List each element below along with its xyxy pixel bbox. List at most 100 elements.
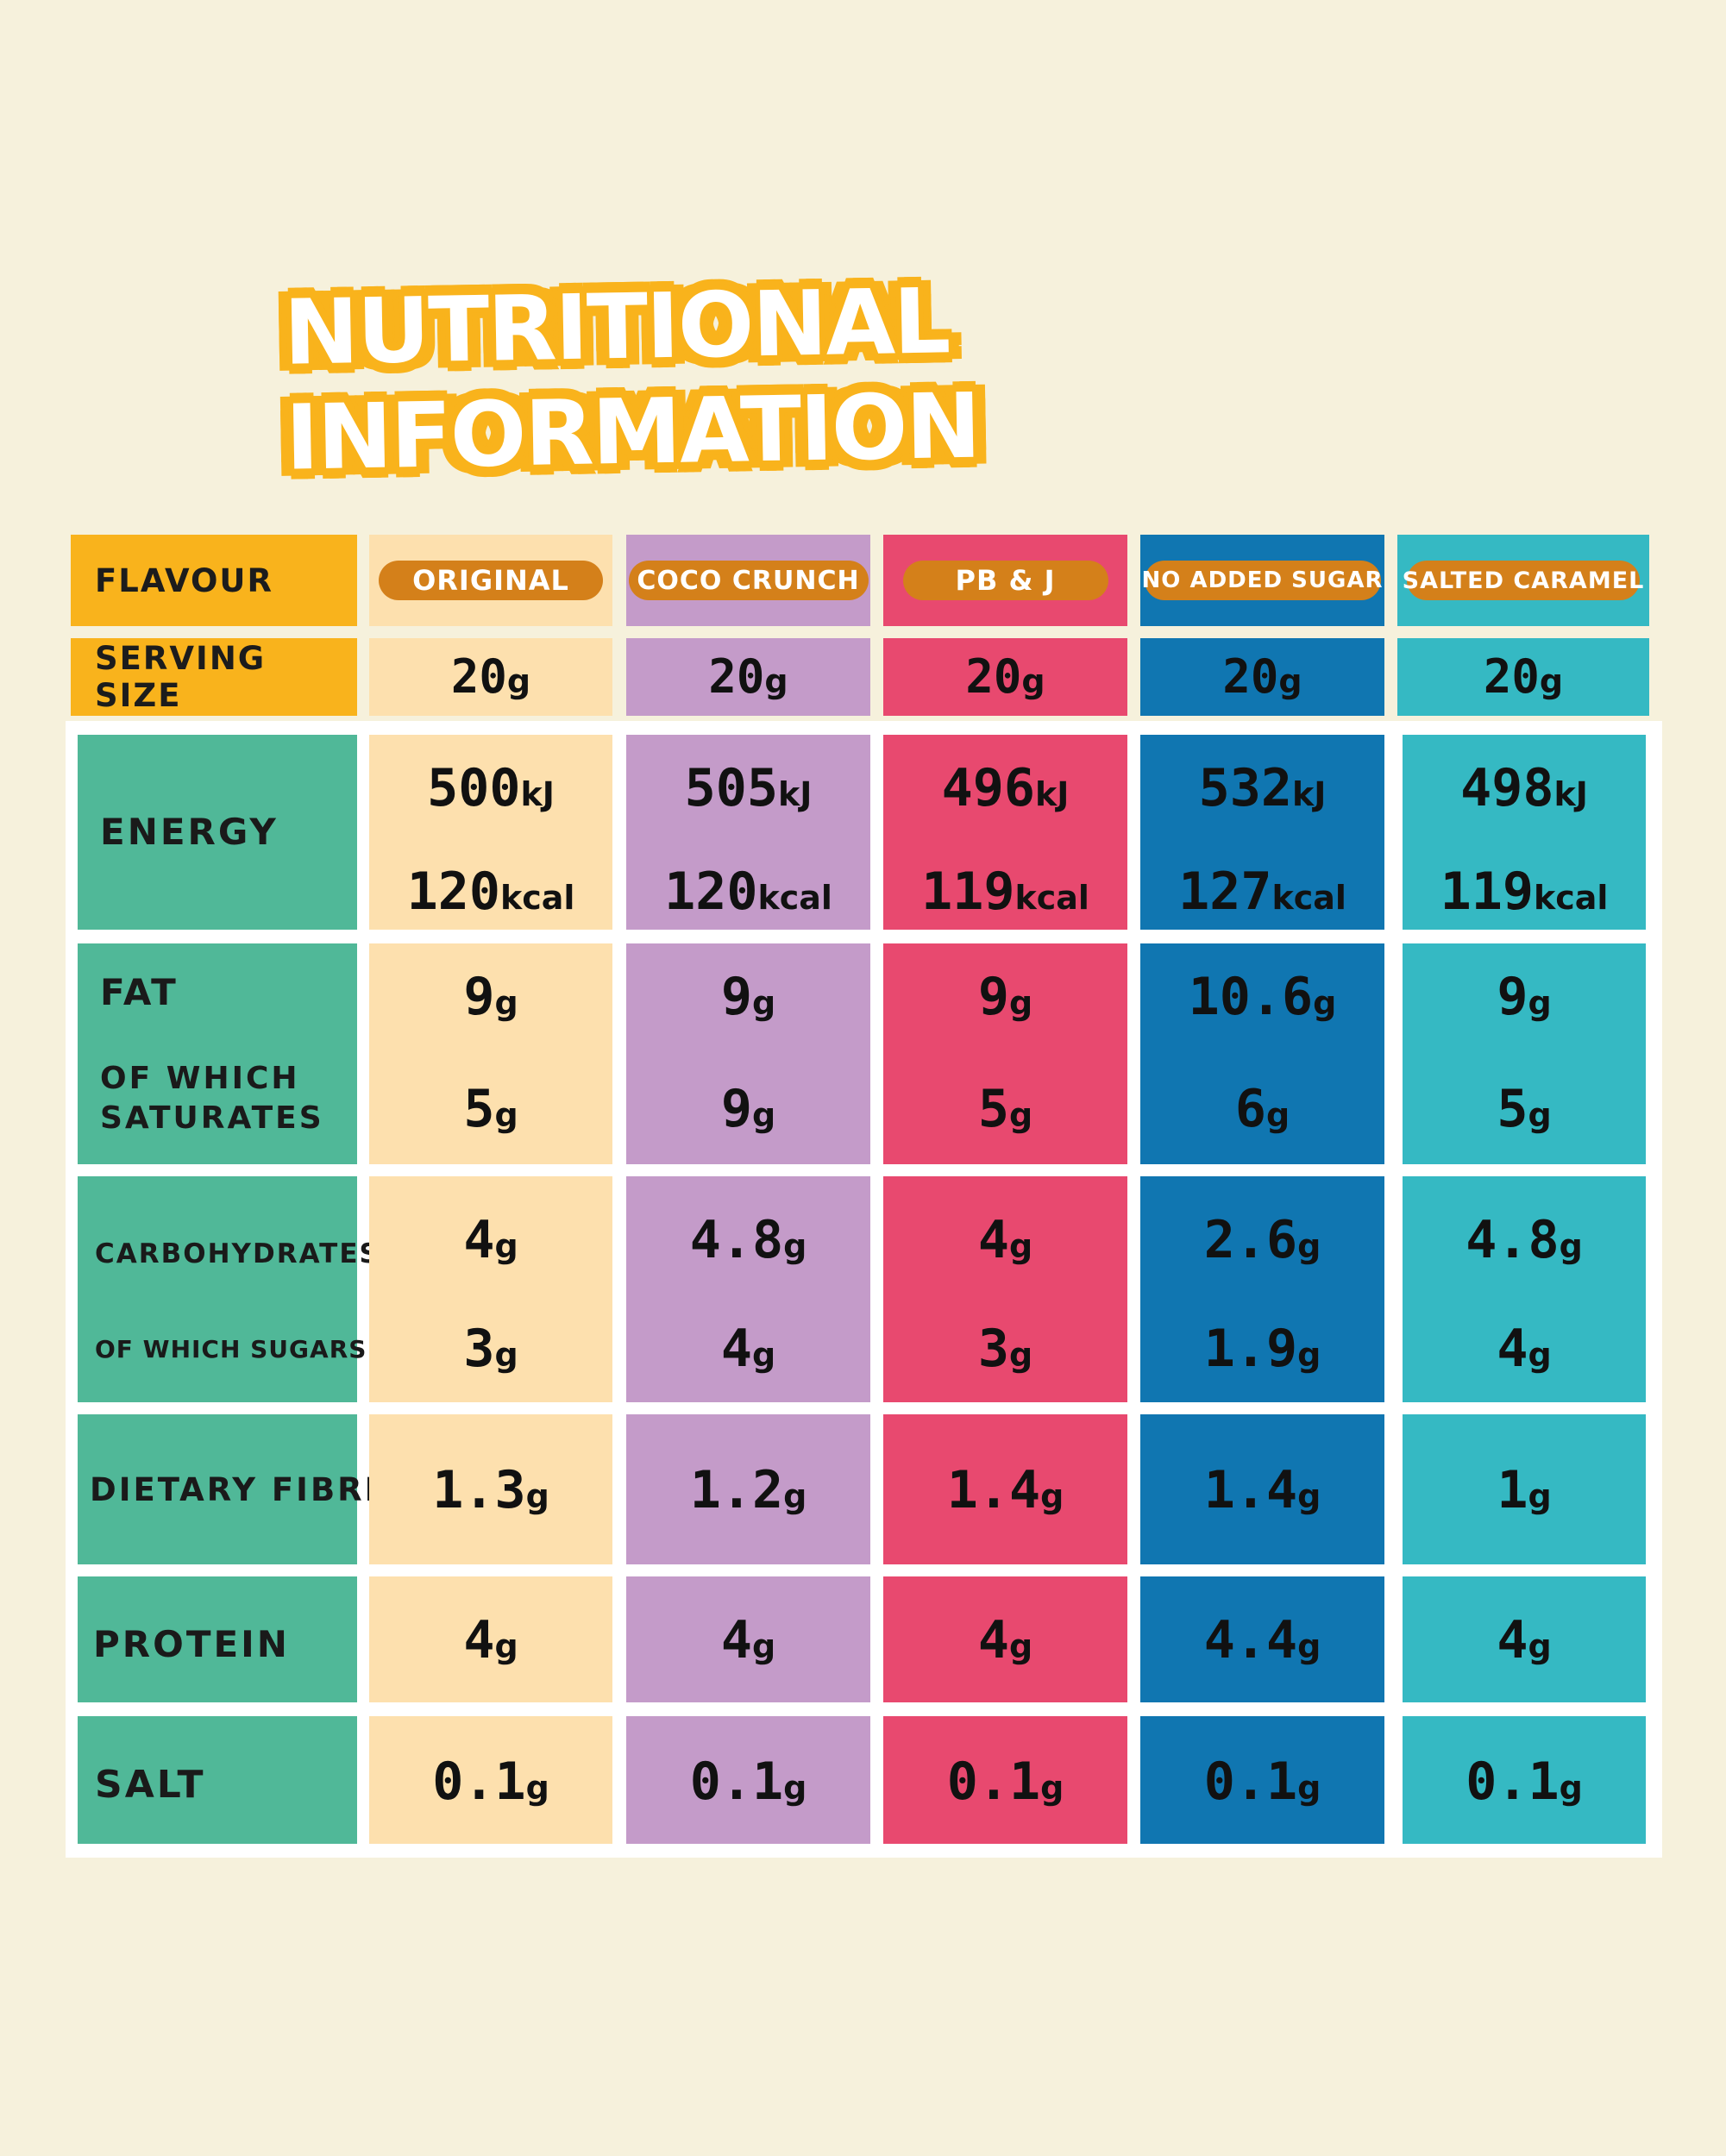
fibre-value-original-number: 1.3	[432, 1460, 526, 1520]
sugars-value-salted-caramel: 4g	[1403, 1323, 1646, 1375]
protein-value-pb-j-number: 4	[977, 1610, 1009, 1670]
saturates-value-salted-caramel-number: 5	[1497, 1079, 1528, 1139]
row-label-energy: ENERGY	[78, 735, 357, 930]
salt-value-no-added-sugar-number: 0.1	[1203, 1752, 1298, 1812]
fibre-value-coco-crunch-unit: g	[783, 1477, 807, 1515]
serving-value-salted-caramel: 20g	[1397, 654, 1649, 700]
saturates-value-no-added-sugar-number: 6	[1234, 1079, 1266, 1139]
fat-value-salted-caramel-unit: g	[1528, 984, 1552, 1022]
flavour-pill-salted-caramel: SALTED CARAMEL	[1403, 561, 1643, 600]
energy-kj-value-salted-caramel-unit: kJ	[1553, 775, 1588, 813]
serving-value-no-added-sugar-number: 20	[1222, 649, 1279, 704]
protein-cell-no-added-sugar: 4.4g	[1140, 1576, 1384, 1702]
fat-label: FAT	[100, 971, 179, 1013]
carbs-value-salted-caramel: 4.8g	[1403, 1214, 1646, 1266]
energy-kcal-value-no-added-sugar-number: 127	[1178, 862, 1272, 922]
energy-kcal-value-no-added-sugar-unit: kcal	[1271, 879, 1346, 917]
protein-value-original: 4g	[369, 1614, 612, 1666]
protein-value-coco-crunch: 4g	[626, 1614, 870, 1666]
salt-cell-original: 0.1g	[369, 1716, 612, 1844]
flavour-pill-pb-j: PB & J	[902, 561, 1108, 600]
energy-kcal-value-original: 120kcal	[369, 866, 612, 918]
fat-cell-no-added-sugar: 10.6g 6g	[1140, 943, 1384, 1164]
fibre-cell-pb-j: 1.4g	[883, 1414, 1127, 1564]
carbs-value-no-added-sugar-number: 2.6	[1203, 1210, 1298, 1270]
saturates-value-pb-j-number: 5	[977, 1079, 1009, 1139]
energy-cell-original: 500kJ 120kcal	[369, 735, 612, 930]
sugars-value-no-added-sugar-number: 1.9	[1203, 1319, 1298, 1379]
energy-kcal-value-salted-caramel-unit: kcal	[1533, 879, 1609, 917]
fibre-value-salted-caramel-number: 1	[1497, 1460, 1528, 1520]
carbs-value-original-number: 4	[463, 1210, 495, 1270]
salt-value-salted-caramel-number: 0.1	[1466, 1752, 1560, 1812]
energy-kj-value-original-number: 500	[427, 758, 521, 818]
fibre-label: DIETARY FIBRE	[90, 1471, 389, 1508]
energy-kj-value-no-added-sugar-unit: kJ	[1291, 775, 1327, 813]
row-label-fibre: DIETARY FIBRE	[78, 1414, 386, 1564]
salt-cell-salted-caramel: 0.1g	[1403, 1716, 1646, 1844]
energy-kj-value-pb-j: 496kJ	[883, 762, 1127, 814]
fibre-value-original: 1.3g	[369, 1464, 612, 1516]
carbs-value-coco-crunch: 4.8g	[626, 1214, 870, 1266]
carbs-value-original-unit: g	[494, 1227, 518, 1265]
sugars-value-pb-j-number: 3	[977, 1319, 1009, 1379]
salt-value-salted-caramel-unit: g	[1559, 1769, 1583, 1807]
fat-value-original-unit: g	[494, 984, 518, 1022]
energy-kj-value-coco-crunch: 505kJ	[626, 762, 870, 814]
fibre-value-pb-j-number: 1.4	[946, 1460, 1041, 1520]
protein-value-salted-caramel-unit: g	[1528, 1627, 1552, 1665]
sugars-value-coco-crunch: 4g	[626, 1323, 870, 1375]
row-label-salt: SALT	[78, 1716, 357, 1844]
energy-kcal-value-salted-caramel: 119kcal	[1403, 866, 1646, 918]
salt-cell-coco-crunch: 0.1g	[626, 1716, 870, 1844]
fat-value-pb-j-number: 9	[977, 967, 1009, 1027]
carbs-cell-pb-j: 4g 3g	[883, 1176, 1127, 1402]
sugars-value-original-unit: g	[494, 1336, 518, 1374]
energy-kj-value-salted-caramel: 498kJ	[1403, 762, 1646, 814]
carbs-value-no-added-sugar-unit: g	[1297, 1227, 1321, 1265]
fat-cell-pb-j: 9g 5g	[883, 943, 1127, 1164]
serving-cell-pb-j: 20g	[883, 638, 1127, 716]
serving-value-original: 20g	[369, 654, 612, 700]
sugars-value-no-added-sugar-unit: g	[1297, 1336, 1321, 1374]
flavour-header-salted-caramel: SALTED CARAMEL	[1397, 535, 1649, 626]
serving-label: SERVING SIZE	[95, 640, 267, 714]
energy-kcal-value-pb-j-number: 119	[921, 862, 1015, 922]
fibre-value-pb-j: 1.4g	[883, 1464, 1127, 1516]
carbs-value-pb-j-number: 4	[977, 1210, 1009, 1270]
serving-value-original-number: 20	[450, 649, 507, 704]
carbs-value-original: 4g	[369, 1214, 612, 1266]
fibre-cell-salted-caramel: 1g	[1403, 1414, 1646, 1564]
salt-value-coco-crunch-number: 0.1	[689, 1752, 784, 1812]
serving-value-salted-caramel-unit: g	[1539, 662, 1564, 700]
serving-label-cell: SERVING SIZE	[71, 638, 357, 716]
flavour-pill-coco-crunch: COCO CRUNCH	[628, 561, 869, 600]
title-banner: NUTRITIONAL INFORMATION	[283, 268, 1440, 490]
protein-cell-pb-j: 4g	[883, 1576, 1127, 1702]
fibre-value-no-added-sugar: 1.4g	[1140, 1464, 1384, 1516]
flavour-header-no-added-sugar: NO ADDED SUGAR	[1140, 535, 1384, 626]
salt-value-original: 0.1g	[369, 1756, 612, 1808]
energy-kj-value-no-added-sugar: 532kJ	[1140, 762, 1384, 814]
energy-kcal-value-salted-caramel-number: 119	[1440, 862, 1534, 922]
sugars-value-pb-j-unit: g	[1008, 1336, 1033, 1374]
saturates-value-coco-crunch-number: 9	[720, 1079, 752, 1139]
energy-kj-value-pb-j-number: 496	[941, 758, 1035, 818]
energy-kj-value-original: 500kJ	[369, 762, 612, 814]
sugars-value-coco-crunch-number: 4	[720, 1319, 752, 1379]
fibre-cell-coco-crunch: 1.2g	[626, 1414, 870, 1564]
fibre-value-salted-caramel-unit: g	[1528, 1477, 1552, 1515]
protein-value-pb-j: 4g	[883, 1614, 1127, 1666]
energy-kcal-value-no-added-sugar: 127kcal	[1140, 866, 1384, 918]
fat-value-no-added-sugar-number: 10.6	[1188, 967, 1314, 1027]
fat-value-salted-caramel-number: 9	[1497, 967, 1528, 1027]
sugars-label: OF WHICH SUGARS	[95, 1335, 367, 1363]
fibre-value-salted-caramel: 1g	[1403, 1464, 1646, 1516]
salt-cell-pb-j: 0.1g	[883, 1716, 1127, 1844]
row-label-fat: FAT OF WHICH SATURATES	[78, 943, 357, 1164]
salt-value-no-added-sugar-unit: g	[1297, 1769, 1321, 1807]
energy-cell-coco-crunch: 505kJ 120kcal	[626, 735, 870, 930]
energy-kj-value-salted-caramel-number: 498	[1460, 758, 1554, 818]
energy-kj-value-pb-j-unit: kJ	[1034, 775, 1070, 813]
sugars-value-no-added-sugar: 1.9g	[1140, 1323, 1384, 1375]
